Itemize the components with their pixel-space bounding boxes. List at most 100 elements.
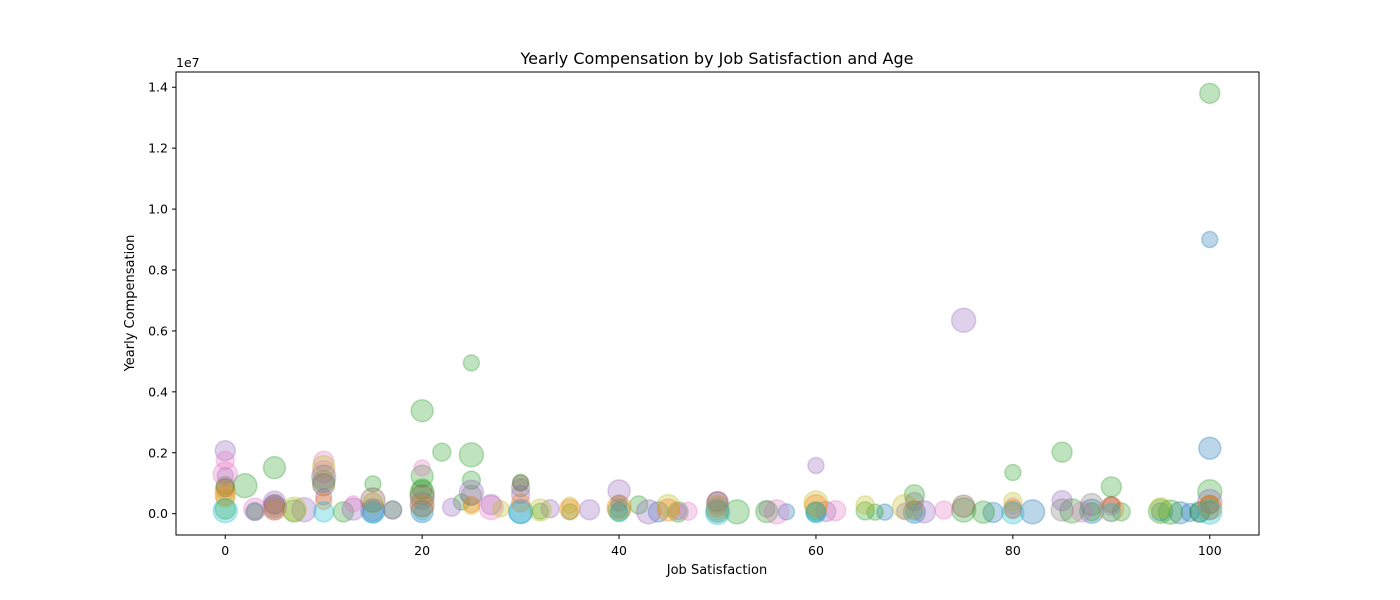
- scatter-point: [708, 499, 727, 517]
- scatter-point: [382, 500, 403, 520]
- scatter-point: [492, 500, 510, 518]
- scatter-point: [510, 493, 531, 513]
- scatter-point: [341, 497, 365, 521]
- scatter-point: [462, 497, 481, 516]
- scatter-point: [667, 501, 689, 523]
- scatter-point: [245, 501, 265, 522]
- scatter-point: [1200, 500, 1220, 521]
- scatter-point: [647, 501, 670, 523]
- scatter-point: [243, 497, 267, 521]
- scatter-point: [462, 354, 481, 372]
- scatter-point: [462, 495, 481, 514]
- scatter-point: [263, 499, 286, 521]
- scatter-point: [855, 495, 875, 515]
- scatter-point: [705, 497, 730, 521]
- scatter-point: [281, 496, 307, 522]
- scatter-point: [540, 499, 560, 519]
- y-tick-label: 0.0: [148, 506, 168, 521]
- scatter-point: [951, 494, 976, 518]
- scatter-point: [1051, 441, 1073, 463]
- scatter-point: [610, 501, 628, 519]
- scatter-point: [1100, 476, 1123, 498]
- scatter-point: [757, 500, 776, 518]
- scatter-point: [410, 398, 434, 423]
- scatter-point: [971, 500, 996, 524]
- scatter-point: [452, 493, 471, 511]
- scatter-point: [215, 475, 235, 496]
- scatter-point: [215, 450, 235, 471]
- scatter-point: [310, 464, 337, 490]
- scatter-point: [903, 484, 926, 506]
- scatter-point: [855, 501, 875, 521]
- scatter-point: [362, 492, 384, 514]
- y-axis: 0.0 0.2 0.4 0.6 0.8 1.0 1.2 1.4: [148, 80, 176, 521]
- scatter-point: [311, 472, 336, 497]
- x-tick-label: 60: [808, 543, 824, 558]
- scatter-point: [507, 498, 534, 525]
- scatter-point: [806, 501, 826, 521]
- scatter-point: [214, 479, 236, 501]
- y-tick-label: 1.0: [148, 202, 168, 217]
- scatter-point: [1059, 498, 1085, 524]
- x-tick-label: 0: [221, 543, 229, 558]
- scatter-point: [754, 499, 779, 524]
- scatter-point: [364, 475, 382, 493]
- scatter-point: [777, 503, 796, 521]
- scatter-point: [1003, 499, 1023, 519]
- y-tick-label: 0.6: [148, 323, 168, 338]
- scatter-point: [360, 498, 386, 524]
- plot-frame: [175, 71, 1260, 536]
- scatter-point: [410, 464, 434, 488]
- scatter-points: [212, 82, 1223, 526]
- scatter-point: [1201, 230, 1219, 249]
- scatter-point: [410, 499, 434, 524]
- scatter-point: [1101, 502, 1122, 523]
- scatter-point: [1189, 501, 1211, 523]
- scatter-point: [1004, 497, 1022, 515]
- scatter-point: [458, 442, 485, 468]
- scatter-point: [904, 491, 925, 512]
- scatter-point: [561, 496, 579, 514]
- x-tick-label: 20: [414, 543, 430, 558]
- scatter-point: [262, 455, 287, 480]
- scatter-point: [212, 497, 238, 524]
- scatter-point: [950, 307, 977, 334]
- scatter-point: [706, 490, 729, 513]
- scatter-point: [1197, 488, 1223, 515]
- scatter-point: [344, 495, 362, 513]
- scatter-point: [704, 499, 731, 526]
- scatter-point: [263, 493, 286, 516]
- scatter-point: [606, 494, 632, 521]
- scatter-point: [510, 478, 531, 498]
- scatter-point: [214, 498, 236, 520]
- scatter-point: [656, 493, 681, 518]
- scatter-point: [982, 501, 1004, 524]
- scatter-point: [413, 503, 431, 521]
- scatter-point: [804, 494, 828, 518]
- scatter-point: [409, 479, 435, 506]
- scatter-point: [763, 499, 790, 525]
- y-tick-label: 1.2: [148, 141, 168, 156]
- scatter-point: [362, 500, 384, 522]
- scatter-point: [1197, 478, 1223, 505]
- scatter-point: [1101, 496, 1122, 516]
- scatter-point: [669, 502, 687, 521]
- scatter-point: [1197, 494, 1223, 521]
- scatter-point: [212, 461, 238, 487]
- scatter-point: [1071, 501, 1093, 523]
- scatter-point: [411, 478, 433, 500]
- scatter-point: [360, 487, 386, 513]
- scatter-point: [578, 498, 601, 521]
- scatter-point: [561, 503, 579, 521]
- scatter-point: [460, 484, 483, 507]
- scatter-point: [1200, 496, 1220, 516]
- scatter-point: [1149, 496, 1172, 519]
- chart-title: Yearly Compensation by Job Satisfaction …: [519, 49, 913, 68]
- scatter-point: [311, 469, 336, 494]
- scatter-point: [610, 494, 628, 512]
- scatter-point: [312, 450, 335, 473]
- scatter-point: [824, 499, 847, 522]
- scatter-point: [215, 478, 235, 498]
- scatter-point: [815, 500, 837, 523]
- scatter-point: [705, 491, 730, 515]
